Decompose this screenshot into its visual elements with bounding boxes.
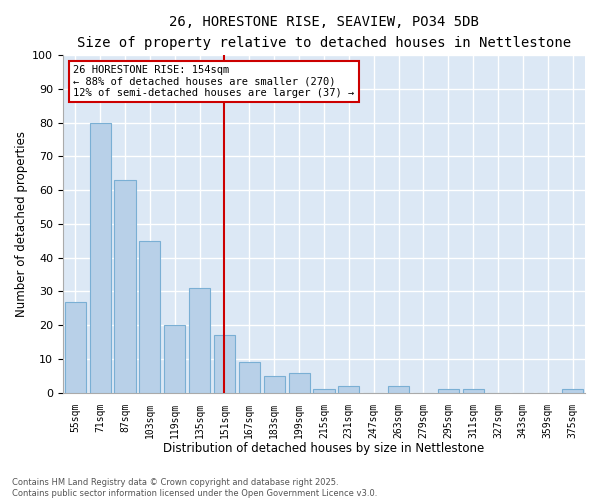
Bar bbox=[562, 390, 583, 393]
Bar bbox=[437, 390, 459, 393]
Bar bbox=[338, 386, 359, 393]
Bar bbox=[289, 372, 310, 393]
Bar bbox=[164, 326, 185, 393]
Bar bbox=[388, 386, 409, 393]
X-axis label: Distribution of detached houses by size in Nettlestone: Distribution of detached houses by size … bbox=[163, 442, 485, 455]
Bar bbox=[313, 390, 335, 393]
Title: 26, HORESTONE RISE, SEAVIEW, PO34 5DB
Size of property relative to detached hous: 26, HORESTONE RISE, SEAVIEW, PO34 5DB Si… bbox=[77, 15, 571, 50]
Bar bbox=[65, 302, 86, 393]
Bar bbox=[115, 180, 136, 393]
Bar bbox=[239, 362, 260, 393]
Bar bbox=[139, 241, 160, 393]
Y-axis label: Number of detached properties: Number of detached properties bbox=[15, 131, 28, 317]
Text: 26 HORESTONE RISE: 154sqm
← 88% of detached houses are smaller (270)
12% of semi: 26 HORESTONE RISE: 154sqm ← 88% of detac… bbox=[73, 65, 355, 98]
Bar bbox=[214, 336, 235, 393]
Bar bbox=[89, 122, 111, 393]
Bar bbox=[463, 390, 484, 393]
Bar bbox=[263, 376, 285, 393]
Bar bbox=[189, 288, 210, 393]
Text: Contains HM Land Registry data © Crown copyright and database right 2025.
Contai: Contains HM Land Registry data © Crown c… bbox=[12, 478, 377, 498]
